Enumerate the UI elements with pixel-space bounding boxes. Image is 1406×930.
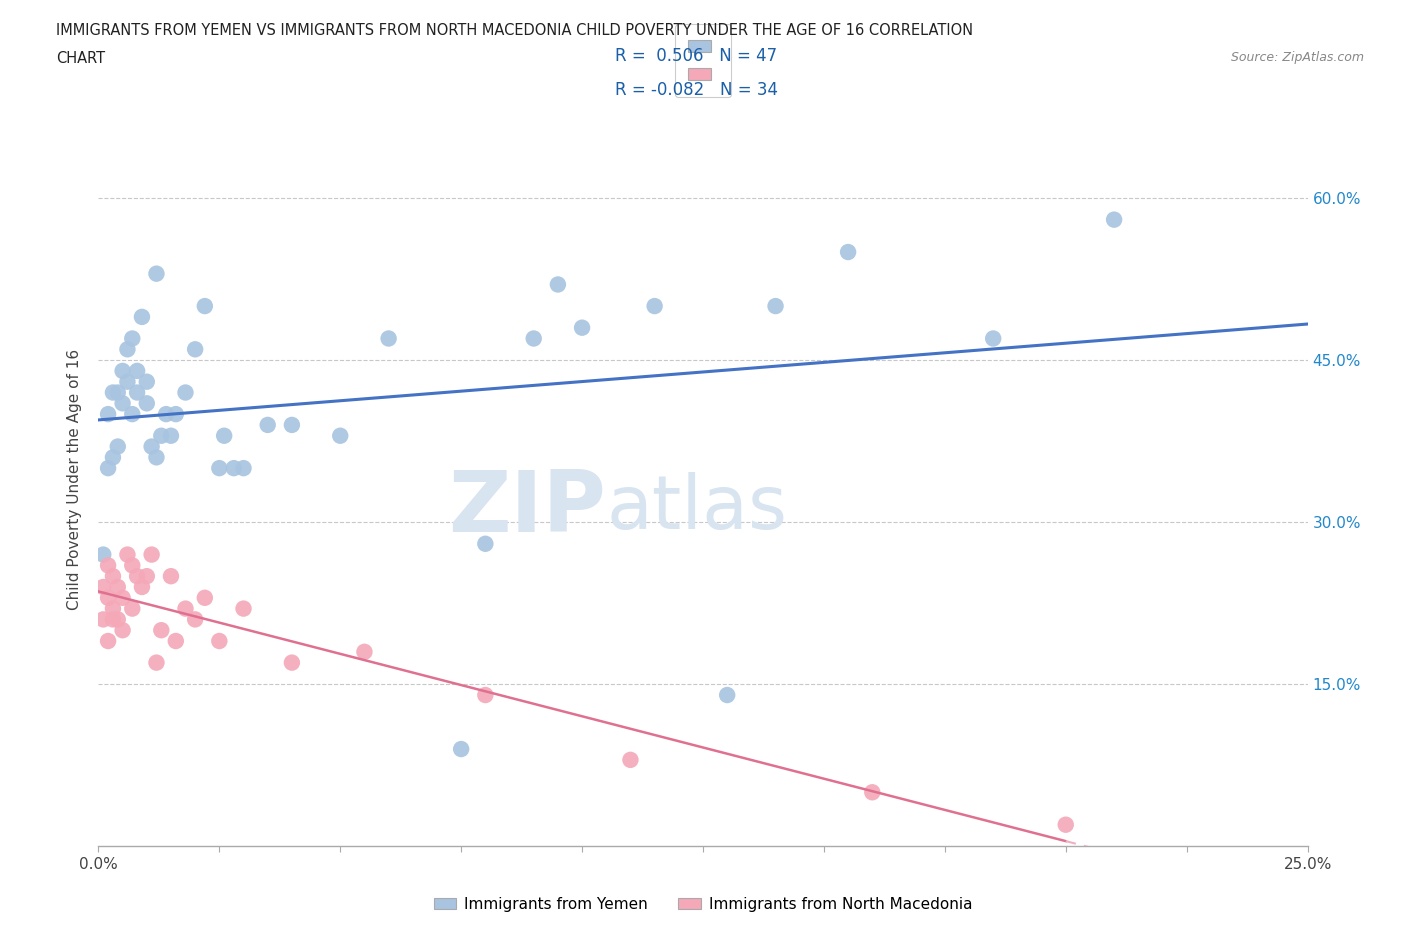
Point: [256, 418, 278, 432]
Point: [837, 245, 859, 259]
Point: [212, 429, 235, 444]
Point: [329, 429, 352, 444]
Point: [97, 633, 120, 648]
Point: [353, 644, 375, 659]
Point: [127, 385, 149, 400]
Point: [141, 439, 163, 454]
Point: [160, 429, 183, 444]
Point: [111, 591, 134, 605]
Point: [127, 364, 149, 379]
Point: [91, 579, 114, 594]
Point: [474, 687, 496, 702]
Point: [97, 591, 120, 605]
Point: [107, 612, 129, 627]
Point: [131, 310, 153, 325]
Point: [765, 299, 787, 313]
Point: [111, 623, 134, 638]
Point: [222, 460, 245, 475]
Point: [145, 266, 167, 281]
Point: [1102, 212, 1125, 227]
Point: [127, 569, 149, 584]
Point: [121, 601, 143, 616]
Point: [141, 547, 163, 562]
Point: [101, 385, 124, 400]
Text: CHART: CHART: [56, 51, 105, 66]
Point: [101, 450, 124, 465]
Point: [860, 785, 883, 800]
Point: [174, 601, 197, 616]
Text: R = -0.082   N = 34: R = -0.082 N = 34: [614, 81, 778, 99]
Point: [135, 569, 157, 584]
Point: [155, 406, 177, 421]
Point: [174, 385, 197, 400]
Point: [91, 547, 114, 562]
Point: [107, 439, 129, 454]
Point: [150, 623, 173, 638]
Point: [101, 612, 124, 627]
Point: [1054, 817, 1077, 832]
Legend: Immigrants from Yemen, Immigrants from North Macedonia: Immigrants from Yemen, Immigrants from N…: [427, 891, 979, 918]
Point: [160, 569, 183, 584]
Point: [131, 579, 153, 594]
Point: [121, 331, 143, 346]
Point: [619, 752, 641, 767]
Point: [377, 331, 399, 346]
Point: [145, 450, 167, 465]
Text: ZIP: ZIP: [449, 467, 606, 550]
Point: [145, 656, 167, 671]
Point: [281, 418, 304, 432]
Point: [107, 385, 129, 400]
Point: [101, 569, 124, 584]
Text: IMMIGRANTS FROM YEMEN VS IMMIGRANTS FROM NORTH MACEDONIA CHILD POVERTY UNDER THE: IMMIGRANTS FROM YEMEN VS IMMIGRANTS FROM…: [56, 23, 973, 38]
Point: [121, 558, 143, 573]
Point: [101, 601, 124, 616]
Point: [232, 601, 254, 616]
Point: [184, 612, 207, 627]
Point: [547, 277, 569, 292]
Point: [135, 396, 157, 411]
Point: [97, 558, 120, 573]
Point: [450, 741, 472, 756]
Point: [117, 547, 139, 562]
Point: [208, 633, 231, 648]
Point: [91, 612, 114, 627]
Point: [194, 299, 217, 313]
Point: [184, 342, 207, 357]
Point: [232, 460, 254, 475]
Point: [121, 406, 143, 421]
Point: [571, 320, 593, 335]
Point: [644, 299, 666, 313]
Point: [981, 331, 1004, 346]
Point: [150, 429, 173, 444]
Point: [716, 687, 738, 702]
Point: [523, 331, 546, 346]
Text: Source: ZipAtlas.com: Source: ZipAtlas.com: [1230, 51, 1364, 64]
Point: [111, 396, 134, 411]
Y-axis label: Child Poverty Under the Age of 16: Child Poverty Under the Age of 16: [67, 349, 83, 609]
Point: [111, 364, 134, 379]
Point: [97, 460, 120, 475]
Point: [97, 406, 120, 421]
Legend: , : ,: [675, 24, 731, 97]
Point: [474, 537, 496, 551]
Point: [165, 633, 187, 648]
Point: [194, 591, 217, 605]
Text: atlas: atlas: [606, 472, 787, 545]
Text: R =  0.506   N = 47: R = 0.506 N = 47: [614, 47, 778, 65]
Point: [107, 579, 129, 594]
Point: [117, 342, 139, 357]
Point: [135, 374, 157, 389]
Point: [208, 460, 231, 475]
Point: [281, 656, 304, 671]
Point: [165, 406, 187, 421]
Point: [117, 374, 139, 389]
